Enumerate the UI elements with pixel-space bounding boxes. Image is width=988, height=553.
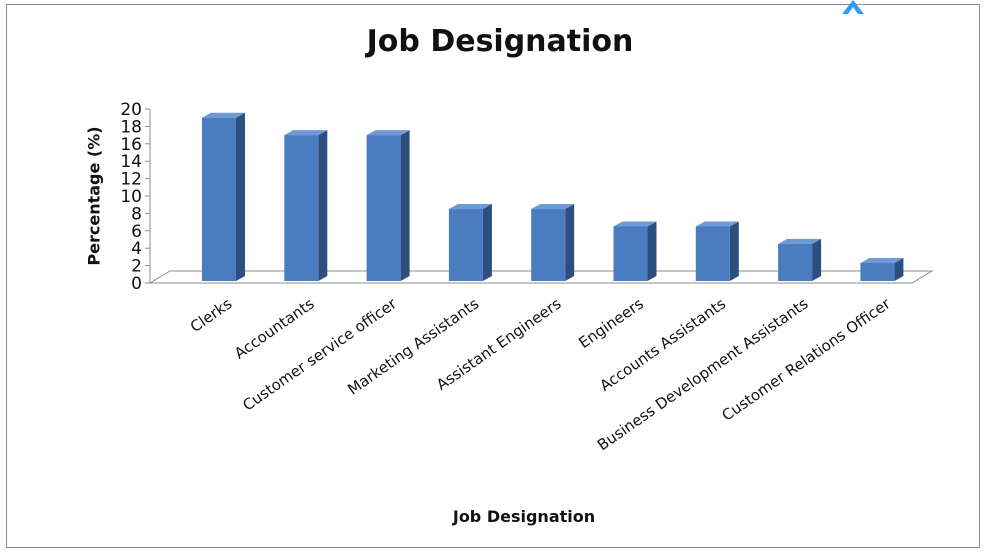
x-tick-label: Clerks <box>187 294 236 336</box>
bar-top <box>778 238 822 244</box>
bar <box>284 135 319 281</box>
y-tick-label: 2 <box>131 257 142 277</box>
bar-top <box>860 257 904 263</box>
bar-side <box>812 238 822 281</box>
bar-side <box>565 204 575 281</box>
bar-side <box>318 130 328 281</box>
chart-floor <box>148 270 934 284</box>
x-axis-label: Job Designation <box>452 507 596 526</box>
bar <box>613 226 648 281</box>
x-tick-label: Customer service officer <box>239 294 400 414</box>
bar-top <box>448 204 492 210</box>
bar-top <box>366 130 410 136</box>
y-tick-label: 4 <box>131 239 142 259</box>
bar-side <box>400 130 410 281</box>
x-tick-label: Marketing Assistants <box>344 294 482 398</box>
y-tick-label: 8 <box>131 204 142 224</box>
chart-title: Job Designation <box>366 24 634 59</box>
bar-side <box>729 221 739 281</box>
bar-top <box>284 130 328 136</box>
bar-side <box>482 204 492 281</box>
bar <box>202 117 236 281</box>
y-tick-label: 6 <box>131 222 142 242</box>
y-tick-label: 20 <box>120 100 142 120</box>
bar-top <box>613 221 657 227</box>
bar-side <box>894 257 904 281</box>
bar-side <box>647 221 657 281</box>
y-tick-label: 16 <box>120 135 142 155</box>
bar-top <box>531 204 575 210</box>
bar <box>778 243 813 281</box>
y-tick-label: 18 <box>120 117 142 137</box>
bar-side <box>236 112 245 281</box>
bar <box>860 262 895 281</box>
bar <box>695 226 730 281</box>
bar-top <box>202 112 245 118</box>
y-tick-label: 12 <box>120 170 142 190</box>
bar-top <box>695 221 739 227</box>
x-tick-label: Engineers <box>575 294 647 352</box>
y-tick-label: 0 <box>131 274 142 294</box>
bar <box>531 209 566 281</box>
y-tick-label: 14 <box>120 152 142 172</box>
corner-mark-icon <box>838 0 868 14</box>
y-tick-label: 10 <box>120 187 142 207</box>
bar <box>366 135 401 281</box>
bar <box>448 209 483 281</box>
x-tick-label: Customer Relations Officer <box>719 294 895 425</box>
x-tick-label: Accountants <box>231 294 318 362</box>
